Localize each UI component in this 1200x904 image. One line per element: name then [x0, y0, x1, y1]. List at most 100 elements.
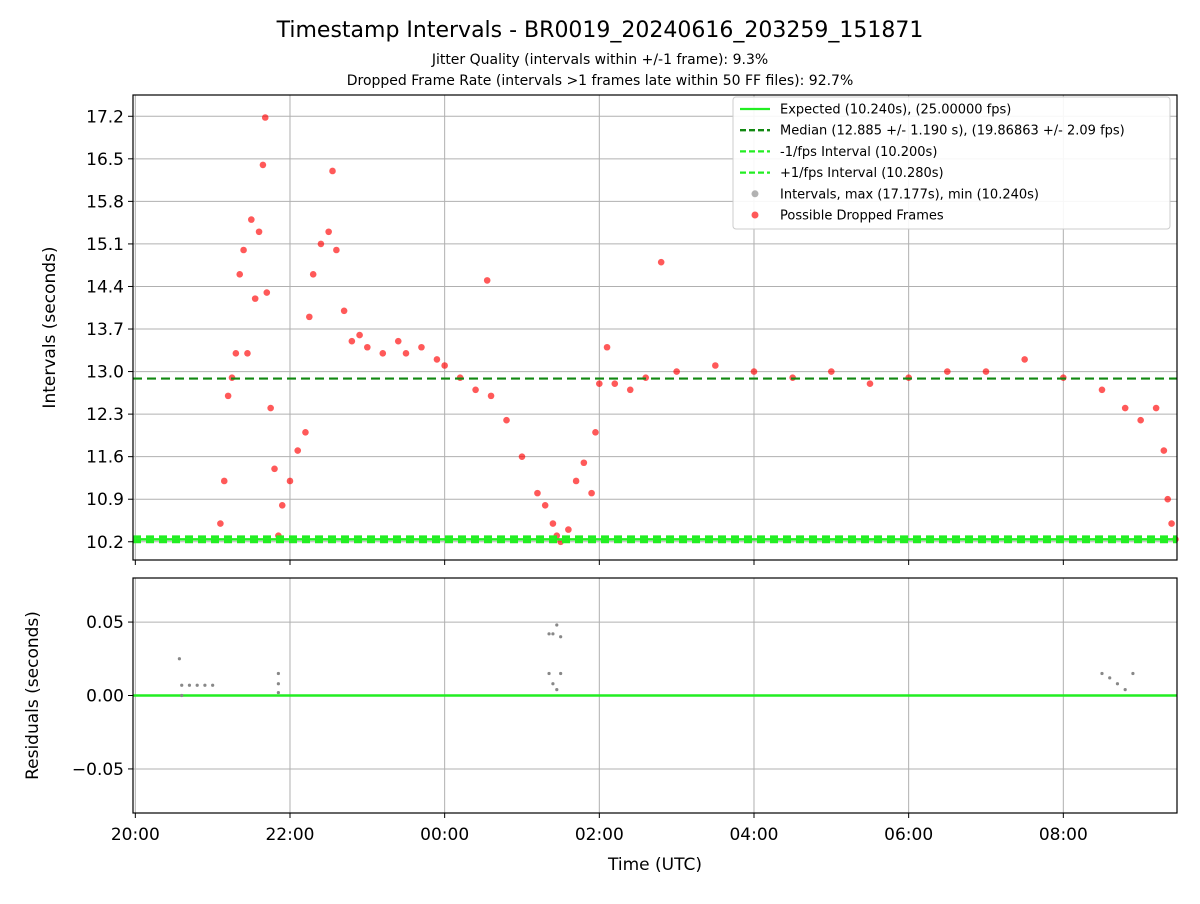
dropped-frame-point [263, 289, 271, 296]
legend-marker [751, 190, 759, 198]
dropped-frame-point [712, 362, 719, 369]
chart-subtitle-jitter: Jitter Quality (intervals within +/-1 fr… [431, 52, 768, 68]
legend-label: +1/fps Interval (10.280s) [780, 166, 944, 181]
legend-box [732, 96, 1171, 230]
legend-label: -1/fps Interval (10.200s) [780, 145, 937, 160]
residuals-y-ticks: 0.05 0.00 −0.05 [72, 613, 133, 780]
legend-label: Expected (10.240s), (25.00000 fps) [780, 103, 1011, 118]
y-tick-label: 10.2 [86, 533, 124, 553]
legend-item: +1/fps Interval (10.280s) [740, 166, 944, 181]
dropped-frame-point [472, 386, 479, 394]
residual-point [1108, 676, 1112, 680]
legend-item: Expected (10.240s), (25.00000 fps) [740, 103, 1011, 118]
y-tick-label: −0.05 [72, 760, 124, 780]
legend-item: -1/fps Interval (10.200s) [740, 145, 937, 160]
y-tick-label: 10.9 [86, 490, 124, 510]
intervals-y-axis-label: Intervals (seconds) [40, 246, 60, 408]
dropped-frame-point [592, 429, 599, 436]
dropped-frame-point [278, 501, 286, 509]
dropped-frame-point [1121, 404, 1129, 412]
dropped-frame-point [271, 465, 278, 473]
dropped-frame-point [402, 350, 410, 357]
legend-item: Possible Dropped Frames [751, 209, 944, 224]
dropped-frame-point [549, 520, 557, 527]
legend-label: Intervals, max (17.177s), min (10.240s) [780, 187, 1039, 202]
dropped-frame-point [309, 271, 317, 278]
residual-point [551, 632, 555, 636]
dropped-frame-point [982, 368, 990, 375]
dropped-frame-point [611, 380, 619, 388]
y-tick-label: 16.5 [86, 150, 124, 170]
dropped-frame-point [348, 337, 356, 345]
legend-item: Median (12.885 +/- 1.190 s), (19.86863 +… [740, 124, 1125, 139]
dropped-frame-point [483, 277, 491, 284]
dropped-frame-point [828, 368, 835, 375]
dropped-frame-point [418, 343, 425, 351]
residual-point [551, 682, 555, 686]
dropped-frame-point [364, 343, 371, 351]
dropped-frame-point [394, 337, 402, 345]
dropped-frame-point [302, 429, 309, 436]
y-tick-label: 12.3 [86, 405, 124, 425]
dropped-frame-point [944, 368, 951, 375]
residual-point [1115, 682, 1120, 686]
dropped-frame-point [433, 356, 441, 363]
dropped-frame-point [1137, 416, 1144, 424]
residual-point [559, 635, 563, 639]
dropped-frame-point [1168, 520, 1175, 527]
x-tick-label: 00:00 [420, 825, 469, 845]
residual-point [547, 632, 551, 636]
intervals-y-ticks: 10.2 10.9 11.6 12.3 13.0 13.7 14.4 15.1 15.8 16.5… [86, 107, 133, 553]
residual-point [276, 682, 280, 686]
dropped-frame-point [1164, 495, 1172, 503]
dropped-frame-point [1098, 386, 1106, 394]
x-tick-label: 22:00 [265, 825, 314, 845]
dropped-frame-point [261, 114, 269, 121]
y-tick-label: 0.00 [86, 687, 124, 707]
residuals-y-axis-label: Residuals (seconds) [23, 611, 43, 780]
dropped-frame-point [224, 392, 232, 400]
dropped-frame-point [1021, 356, 1028, 363]
dropped-frame-point [588, 489, 595, 497]
y-tick-label: 0.05 [86, 613, 124, 633]
dropped-frame-point [441, 362, 448, 369]
dropped-frame-point [596, 380, 603, 388]
reference-lines [133, 377, 1177, 544]
dropped-frame-point [626, 386, 634, 394]
residuals-panel: 0.05 0.00 −0.05 20:00 22:00 00:00 02:00 04:00 0… [23, 577, 1178, 875]
residual-point [180, 683, 184, 687]
dropped-frame-point [240, 246, 247, 254]
dropped-frame-point [220, 477, 228, 485]
chart-title: Timestamp Intervals - BR0019_20240616_20… [276, 18, 924, 43]
chart-subtitle-dropped: Dropped Frame Rate (intervals >1 frames … [347, 73, 854, 89]
dropped-frame-point [286, 477, 294, 485]
residual-point [559, 671, 563, 676]
residual-point [1123, 688, 1127, 692]
dropped-frame-point [541, 501, 549, 509]
dropped-frame-point [217, 520, 224, 527]
dropped-frame-point [259, 161, 267, 169]
dropped-frame-point [580, 459, 588, 467]
residual-point [547, 671, 551, 676]
legend-label: Median (12.885 +/- 1.190 s), (19.86863 +… [780, 124, 1125, 139]
dropped-frame-point [325, 228, 332, 236]
dropped-frame-point [232, 350, 240, 357]
intervals-plot-area [132, 94, 1178, 561]
residual-point [195, 683, 199, 687]
intervals-panel: 10.2 10.9 11.6 12.3 13.0 13.7 14.4 15.1 15.8 16.5… [40, 94, 1179, 565]
dropped-frame-point [1152, 404, 1160, 412]
dropped-frame-point [251, 295, 259, 302]
dropped-frame-point [317, 240, 325, 248]
dropped-frame-point [267, 404, 274, 412]
dropped-frame-point [244, 350, 251, 357]
dropped-frame-point [565, 526, 572, 533]
y-tick-label: 15.8 [86, 192, 124, 212]
dropped-frame-point [255, 228, 263, 236]
x-tick-label: 08:00 [1039, 825, 1088, 845]
residual-point [203, 683, 207, 687]
dropped-frame-point [333, 246, 340, 254]
residual-point [177, 657, 181, 661]
legend: Expected (10.240s), (25.00000 fps) Median… [732, 96, 1171, 230]
y-tick-label: 14.4 [86, 277, 124, 297]
